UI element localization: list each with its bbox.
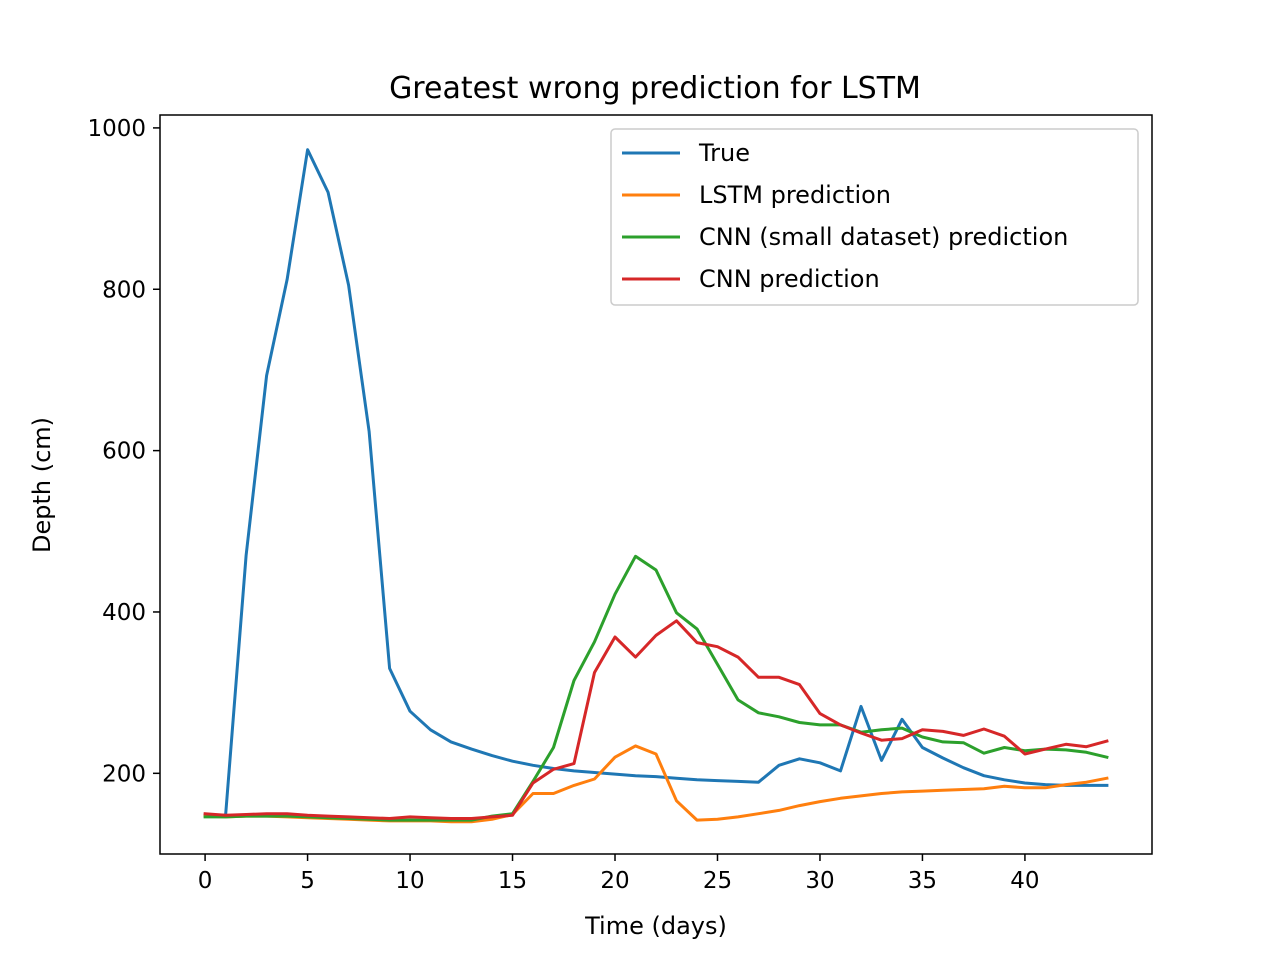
x-axis: 0 5 10 15 20 25 30 35 40: [198, 854, 1040, 894]
y-axis-label: Depth (cm): [28, 417, 56, 553]
series-line-2: [203, 554, 1109, 822]
legend-box: [610, 128, 1139, 306]
x-tick-label: 30: [805, 868, 834, 894]
x-tick-label: 0: [198, 868, 213, 894]
x-tick-label: 25: [703, 868, 732, 894]
x-tick-label: 35: [908, 868, 937, 894]
y-tick-label: 800: [102, 277, 146, 303]
y-axis: 200 400 600 800 1000: [87, 116, 160, 787]
series-line-3: [203, 619, 1109, 820]
legend-label-2: CNN (small dataset) prediction: [699, 223, 1068, 251]
y-tick-label: 600: [102, 439, 146, 465]
x-tick-label: 40: [1010, 868, 1039, 894]
y-tick-label: 400: [102, 600, 146, 626]
series-line-0: [203, 148, 1109, 817]
axes-frame: [159, 114, 1153, 855]
x-tick-label: 15: [498, 868, 527, 894]
y-tick-label: 200: [102, 761, 146, 787]
legend-label-1: LSTM prediction: [699, 181, 891, 209]
legend: True LSTM prediction CNN (small dataset) p…: [610, 128, 1139, 306]
plot-area: [203, 148, 1109, 824]
legend-label-3: CNN prediction: [699, 265, 880, 293]
x-tick-label: 5: [300, 868, 315, 894]
x-axis-label: Time (days): [584, 912, 727, 940]
y-tick-label: 1000: [87, 116, 146, 142]
x-tick-label: 20: [600, 868, 629, 894]
x-tick-label: 10: [395, 868, 424, 894]
legend-label-0: True: [698, 139, 750, 167]
chart-title: Greatest wrong prediction for LSTM: [389, 71, 921, 106]
